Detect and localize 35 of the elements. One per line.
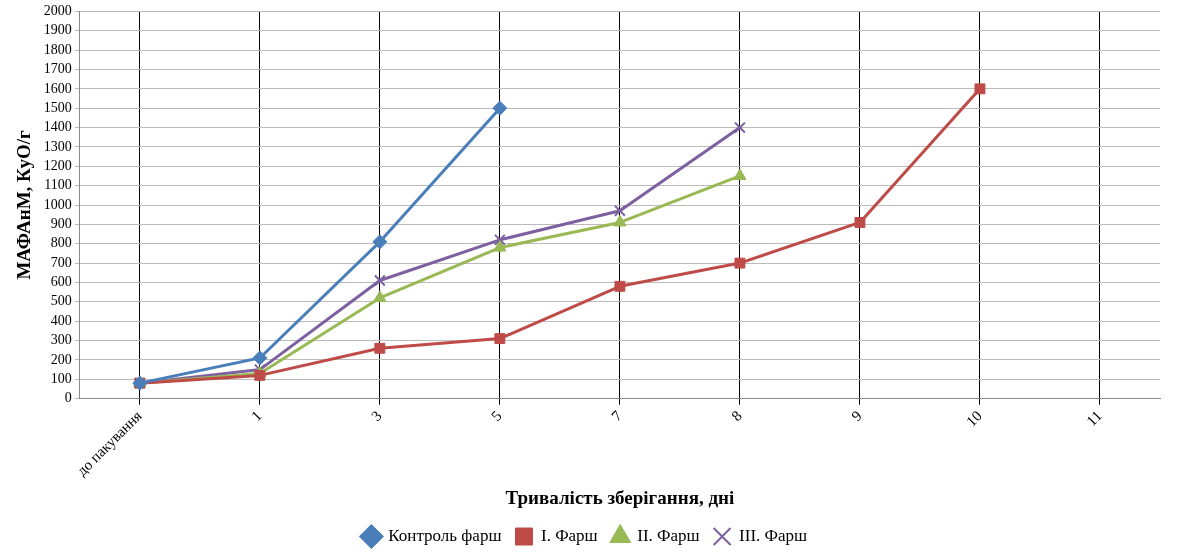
y-tick-label: 1300 [43,138,72,154]
x-tick-label: 11 [1083,407,1105,430]
y-tick-label: 300 [50,332,72,348]
y-tick-label: 1500 [43,99,72,115]
y-tick-label: 1000 [43,196,72,212]
legend-label: ІІІ. Фарш [739,525,808,545]
x-tick-label: 9 [848,407,865,425]
y-tick-label: 0 [64,390,72,406]
y-tick-label: 1700 [43,61,72,77]
legend-label: І. Фарш [540,525,598,545]
y-tick-label: 1900 [43,22,72,38]
x-tick-label: 10 [962,407,985,430]
legend-label: Контроль фарш [388,525,502,545]
x-tick-label: 1 [248,407,265,425]
x-tick-label: 7 [608,407,626,425]
x-tick-label: 3 [368,407,385,425]
y-tick-label: 600 [50,274,72,290]
x-tick-label: 5 [488,407,505,425]
y-tick-label: 800 [50,235,72,251]
y-tick-label: 200 [50,351,72,367]
legend-label: ІІ. Фарш [637,525,700,545]
y-axis-title: МАФАнМ, КуО/г [13,130,35,280]
y-tick-label: 1600 [43,80,72,96]
y-tick-label: 1100 [44,177,72,193]
y-tick-label: 700 [50,254,72,270]
y-tick-label: 900 [50,216,72,232]
y-tick-label: 100 [50,370,72,386]
y-tick-label: 400 [50,312,72,328]
x-tick-label: 8 [728,407,745,425]
y-tick-label: 2000 [43,3,72,19]
y-tick-label: 1200 [43,157,72,173]
y-tick-label: 1800 [43,41,72,57]
y-tick-label: 1400 [43,119,72,135]
x-axis-title: Тривалість зберігання, дні [505,486,735,508]
y-tick-label: 500 [50,293,72,309]
